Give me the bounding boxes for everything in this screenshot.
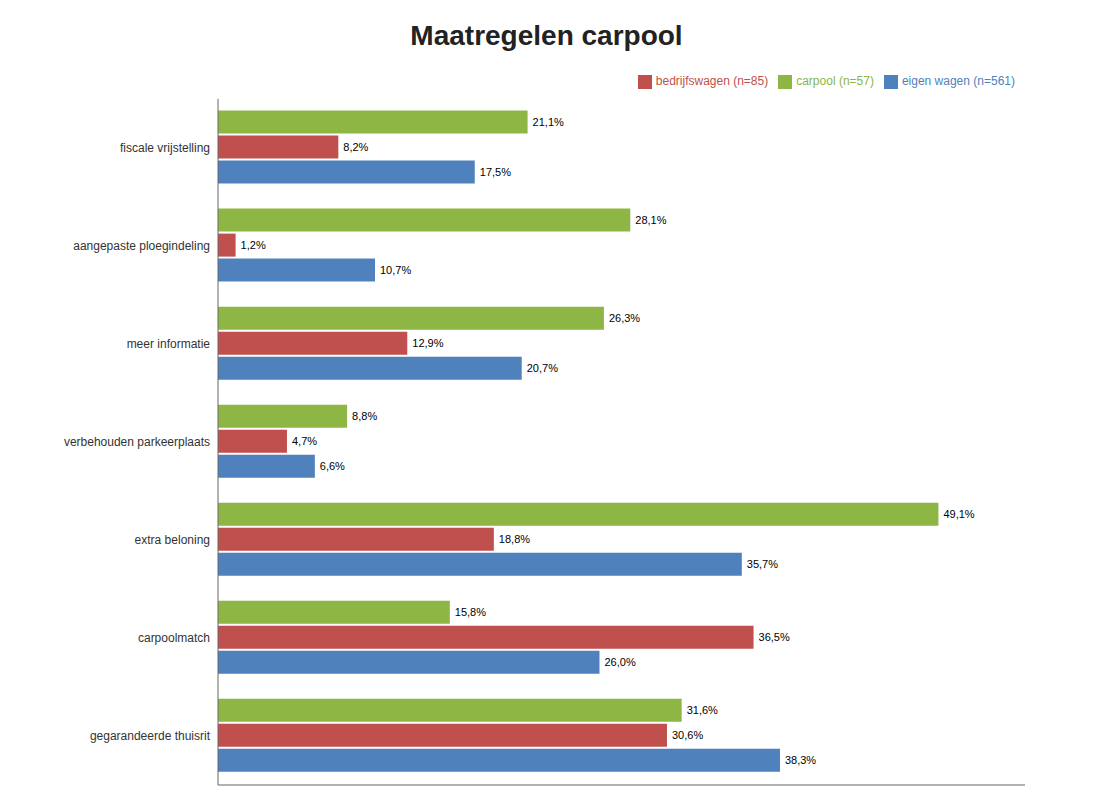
svg-text:26,3%: 26,3%	[609, 312, 640, 324]
svg-text:8,2%: 8,2%	[343, 141, 368, 153]
html-text:carpool (n=57): carpool (n=57)	[796, 74, 874, 88]
svg-text:21,1%: 21,1%	[533, 116, 564, 128]
svg-text:20,7%: 20,7%	[527, 362, 558, 374]
svg-text:28,1%: 28,1%	[635, 214, 666, 226]
svg-text:verbehouden parkeerplaats: verbehouden parkeerplaats	[64, 435, 210, 449]
svg-text:18,8%: 18,8%	[499, 533, 530, 545]
svg-text:35,7%: 35,7%	[747, 558, 778, 570]
svg-text:10,7%: 10,7%	[380, 264, 411, 276]
svg-text:8,8%: 8,8%	[352, 410, 377, 422]
svg-text:31,6%: 31,6%	[687, 704, 718, 716]
svg-text:carpoolmatch: carpoolmatch	[138, 631, 210, 645]
svg-text:12,9%: 12,9%	[412, 337, 443, 349]
html-text:eigen wagen (n=561): eigen wagen (n=561)	[901, 74, 1015, 88]
svg-text:gegarandeerde thuisrit: gegarandeerde thuisrit	[90, 729, 211, 743]
svg-text:aangepaste ploegindeling: aangepaste ploegindeling	[73, 239, 210, 253]
html-text:Maatregelen carpool: Maatregelen carpool	[410, 20, 683, 51]
html-text:bedrijfswagen (n=85): bedrijfswagen (n=85)	[655, 74, 769, 88]
svg-text:17,5%: 17,5%	[480, 166, 511, 178]
svg-text:36,5%: 36,5%	[759, 631, 790, 643]
svg-text:meer informatie: meer informatie	[127, 337, 211, 351]
svg-text:30,6%: 30,6%	[672, 729, 703, 741]
svg-text:15,8%: 15,8%	[455, 606, 486, 618]
svg-text:6,6%: 6,6%	[320, 460, 345, 472]
svg-text:38,3%: 38,3%	[785, 754, 816, 766]
svg-text:fiscale vrijstelling: fiscale vrijstelling	[120, 141, 210, 155]
svg-text:49,1%: 49,1%	[943, 508, 974, 520]
svg-text:4,7%: 4,7%	[292, 435, 317, 447]
svg-text:26,0%: 26,0%	[604, 656, 635, 668]
svg-text:1,2%: 1,2%	[241, 239, 266, 251]
svg-text:extra beloning: extra beloning	[135, 533, 210, 547]
